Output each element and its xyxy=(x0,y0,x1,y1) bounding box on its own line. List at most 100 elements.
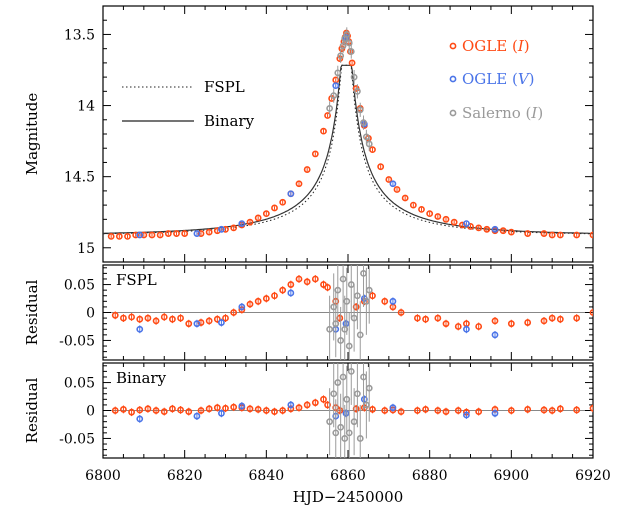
ogle-i-point xyxy=(556,405,564,413)
ogle-i-point xyxy=(573,314,581,322)
panel-top: 13.5 14 14.5 15 Magnitude FSPL Binary OGLE (I) O… xyxy=(23,5,594,263)
panel-label: FSPL xyxy=(116,271,157,289)
ogle-i-point xyxy=(589,231,593,239)
ogle-i-point xyxy=(442,215,450,223)
ogle-i-point xyxy=(144,314,152,322)
ogle-i-point xyxy=(414,314,421,322)
ogle-i-point xyxy=(246,300,254,308)
ogle-v-point xyxy=(238,220,246,227)
ogle-v-point xyxy=(193,230,201,237)
ogle-i-point xyxy=(450,218,458,226)
ogle-i-point xyxy=(524,319,532,326)
ogle-v-point xyxy=(332,82,340,90)
ogle-i-point xyxy=(369,146,376,154)
x-tick-label: 6920 xyxy=(575,468,611,484)
ogle-i-point xyxy=(205,228,213,236)
ogle-i-point xyxy=(409,201,417,209)
ogle-i-point xyxy=(573,231,581,239)
ogle-i-point xyxy=(185,408,193,416)
ogle-i-point xyxy=(320,395,327,403)
ogle-i-point xyxy=(540,406,548,414)
ogle-v-point xyxy=(491,409,499,417)
ogle-i-point xyxy=(324,112,331,119)
x-tick-label: 6880 xyxy=(412,468,448,484)
ogle-i-point xyxy=(295,275,303,283)
data-layer xyxy=(111,265,593,360)
salerno-i-point xyxy=(345,39,353,47)
ogle-i-point xyxy=(434,213,442,220)
ogle-v-point xyxy=(342,409,350,417)
ogle-i-point xyxy=(475,408,483,416)
ogle-i-point xyxy=(124,232,131,240)
ogle-i-point xyxy=(434,407,442,414)
salerno-i-point xyxy=(341,325,349,333)
y-tick-label: 14.5 xyxy=(64,170,95,186)
ogle-i-point xyxy=(589,404,593,412)
ogle-i-point xyxy=(434,314,442,322)
x-tick-label: 6840 xyxy=(249,468,285,484)
ogle-i-point xyxy=(279,286,287,294)
salerno-i-point xyxy=(350,418,358,426)
salerno-i-point xyxy=(326,418,334,426)
salerno-i-point xyxy=(332,320,340,328)
ogle-i-point xyxy=(548,231,556,239)
y-tick-label: 0.05 xyxy=(64,376,95,392)
ogle-i-point xyxy=(287,281,295,288)
salerno-i-point xyxy=(330,390,338,398)
ogle-i-point xyxy=(442,408,450,416)
x-tick-label: 6860 xyxy=(330,468,366,484)
ogle-i-point xyxy=(524,230,532,237)
ogle-i-point xyxy=(128,408,135,416)
salerno-i-point xyxy=(337,423,345,431)
ogle-i-point xyxy=(169,405,176,413)
salerno-i-point xyxy=(343,297,351,305)
y-tick-label: 0.05 xyxy=(64,278,95,294)
salerno-i-point xyxy=(347,48,355,55)
ogle-i-point xyxy=(311,275,319,283)
ogle-i-point xyxy=(107,232,115,240)
ogle-i-point xyxy=(381,407,389,414)
ogle-i-point xyxy=(311,150,319,158)
ogle-v-point xyxy=(287,401,295,409)
ogle-v-point xyxy=(136,231,144,239)
x-tick-label: 6820 xyxy=(167,468,203,484)
ogle-i-point xyxy=(540,230,548,237)
ogle-i-point xyxy=(144,405,152,413)
salerno-i-point xyxy=(343,31,351,38)
ogle-v-point xyxy=(463,325,470,333)
ogle-v-point xyxy=(136,415,144,423)
salerno-i-point xyxy=(334,69,342,77)
ogle-v-point xyxy=(389,297,397,305)
ogle-i-point xyxy=(262,295,270,302)
ogle-v-point xyxy=(238,303,246,311)
legend-marker-salerno-i xyxy=(449,109,457,117)
ogle-i-point xyxy=(295,404,303,412)
ogle-i-point xyxy=(324,401,331,409)
ogle-i-point xyxy=(111,311,119,319)
x-tick-label: 6900 xyxy=(494,468,530,484)
ogle-i-point xyxy=(507,320,515,328)
ogle-i-point xyxy=(177,314,184,322)
ogle-i-point xyxy=(213,315,221,323)
ogle-i-point xyxy=(271,292,278,300)
ogle-i-point xyxy=(213,404,221,412)
ogle-v-point xyxy=(491,225,499,233)
ogle-i-point xyxy=(279,407,287,414)
ogle-i-point xyxy=(454,407,462,414)
ogle-i-point xyxy=(422,315,429,323)
ogle-i-point xyxy=(556,231,564,239)
ogle-i-point xyxy=(205,317,213,325)
binary-model-line xyxy=(103,64,593,234)
ogle-i-point xyxy=(573,406,581,414)
ogle-i-point xyxy=(556,315,564,323)
x-tick-label: 6800 xyxy=(85,468,121,484)
salerno-i-point xyxy=(356,331,364,339)
ogle-i-point xyxy=(377,163,385,171)
y-tick-label: -0.05 xyxy=(59,431,95,447)
salerno-i-point xyxy=(326,325,334,333)
ogle-i-point xyxy=(385,176,393,183)
salerno-i-point xyxy=(339,42,347,50)
legend-ogle-v: OGLE (V) xyxy=(462,70,535,88)
ogle-i-point xyxy=(303,166,311,173)
ogle-i-point xyxy=(401,194,409,202)
